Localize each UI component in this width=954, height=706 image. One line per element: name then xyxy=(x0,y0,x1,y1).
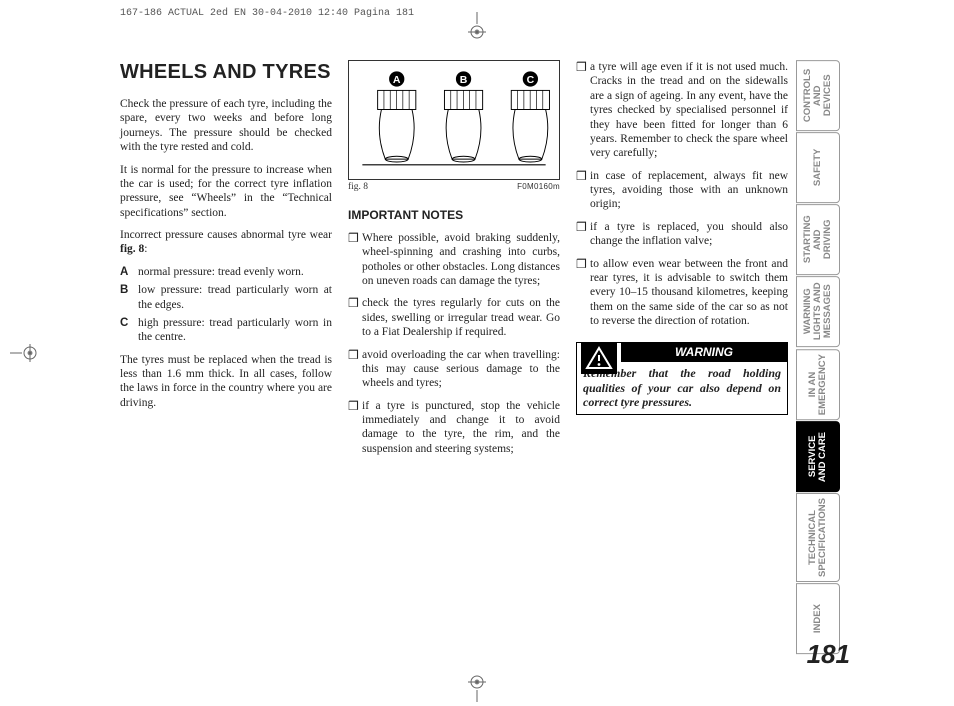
bullet-mark: ❒ xyxy=(348,231,362,289)
bullet-item: ❒Where possible, avoid braking suddenly,… xyxy=(348,231,560,289)
definition-row: Blow pressure: tread particularly worn a… xyxy=(120,283,332,312)
tyre-wear-figure: A B C xyxy=(348,60,560,180)
warning-icon xyxy=(581,342,617,374)
bullet-text: if a tyre is punctured, stop the vehicle… xyxy=(362,399,560,457)
intro-p3: Incorrect pressure causes abnormal tyre … xyxy=(120,228,332,257)
bullet-item: ❒to allow even wear between the front an… xyxy=(576,257,788,329)
intro-p4: The tyres must be replaced when the trea… xyxy=(120,353,332,411)
warning-body: Remember that the road holding qualities… xyxy=(577,362,787,413)
column-3: ❒a tyre will age even if it is not used … xyxy=(576,60,788,655)
bullet-mark: ❒ xyxy=(348,399,362,457)
section-tab[interactable]: SERVICE AND CARE xyxy=(796,421,840,492)
def-val: normal pressure: tread evenly worn. xyxy=(138,265,332,279)
def-val: low pressure: tread particularly worn at… xyxy=(138,283,332,312)
bullet-item: ❒if a tyre is punctured, stop the vehicl… xyxy=(348,399,560,457)
bullet-text: Where possible, avoid braking suddenly, … xyxy=(362,231,560,289)
definition-row: Chigh pressure: tread particularly worn … xyxy=(120,316,332,345)
bullet-mark: ❒ xyxy=(348,296,362,339)
section-tab[interactable]: STARTING AND DRIVING xyxy=(796,204,840,275)
section-tab[interactable]: TECHNICAL SPECIFICATIONS xyxy=(796,493,840,582)
def-key: B xyxy=(120,283,138,312)
section-tab[interactable]: WARNING LIGHTS AND MESSAGES xyxy=(796,276,840,347)
bullet-text: if a tyre is replaced, you should also c… xyxy=(590,220,788,249)
bullet-mark: ❒ xyxy=(576,220,590,249)
page-content: WHEELS AND TYRES Check the pressure of e… xyxy=(120,60,840,655)
warning-box: WARNING Remember that the road holding q… xyxy=(576,342,788,414)
def-key: A xyxy=(120,265,138,279)
text-columns: WHEELS AND TYRES Check the pressure of e… xyxy=(120,60,788,655)
bullet-mark: ❒ xyxy=(348,348,362,391)
section-tab[interactable]: CONTROLS AND DEVICES xyxy=(796,60,840,131)
section-tabs: CONTROLS AND DEVICESSAFETYSTARTING AND D… xyxy=(796,60,840,655)
bullet-mark: ❒ xyxy=(576,257,590,329)
def-val: high pressure: tread particularly worn i… xyxy=(138,316,332,345)
svg-text:C: C xyxy=(527,74,535,86)
bullet-mark: ❒ xyxy=(576,60,590,161)
column-2: ABC fig. 8 F0M0160m IMPORTANT NOTES ❒Whe… xyxy=(348,60,560,655)
intro-p1: Check the pressure of each tyre, includi… xyxy=(120,97,332,155)
figure-caption: fig. 8 F0M0160m xyxy=(348,182,560,194)
bullet-text: check the tyres regularly for cuts on th… xyxy=(362,296,560,339)
crop-mark-bottom xyxy=(462,672,492,702)
column-1: WHEELS AND TYRES Check the pressure of e… xyxy=(120,60,332,655)
print-header: 167-186 ACTUAL 2ed EN 30-04-2010 12:40 P… xyxy=(120,8,414,19)
section-title: WHEELS AND TYRES xyxy=(120,60,332,85)
bullet-mark: ❒ xyxy=(576,169,590,212)
bullet-item: ❒in case of replacement, always fit new … xyxy=(576,169,788,212)
bullet-item: ❒a tyre will age even if it is not used … xyxy=(576,60,788,161)
bullet-text: in case of replacement, always fit new t… xyxy=(590,169,788,212)
important-notes-heading: IMPORTANT NOTES xyxy=(348,208,560,223)
svg-text:B: B xyxy=(460,74,468,86)
crop-mark-left xyxy=(10,338,40,368)
intro-p2: It is normal for the pressure to increas… xyxy=(120,163,332,221)
page-number: 181 xyxy=(807,639,850,670)
definition-row: Anormal pressure: tread evenly worn. xyxy=(120,265,332,279)
bullet-text: a tyre will age even if it is not used m… xyxy=(590,60,788,161)
col2-bullets: ❒Where possible, avoid braking suddenly,… xyxy=(348,231,560,456)
svg-text:A: A xyxy=(393,74,401,86)
bullet-item: ❒check the tyres regularly for cuts on t… xyxy=(348,296,560,339)
section-tab[interactable]: SAFETY xyxy=(796,132,840,203)
def-key: C xyxy=(120,316,138,345)
section-tab[interactable]: IN AN EMERGENCY xyxy=(796,349,840,420)
warning-heading: WARNING xyxy=(621,343,787,362)
crop-mark-top xyxy=(462,12,492,42)
bullet-text: avoid overloading the car when travellin… xyxy=(362,348,560,391)
bullet-item: ❒if a tyre is replaced, you should also … xyxy=(576,220,788,249)
definition-list: Anormal pressure: tread evenly worn.Blow… xyxy=(120,265,332,345)
bullet-item: ❒avoid overloading the car when travelli… xyxy=(348,348,560,391)
col3-bullets: ❒a tyre will age even if it is not used … xyxy=(576,60,788,328)
bullet-text: to allow even wear between the front and… xyxy=(590,257,788,329)
